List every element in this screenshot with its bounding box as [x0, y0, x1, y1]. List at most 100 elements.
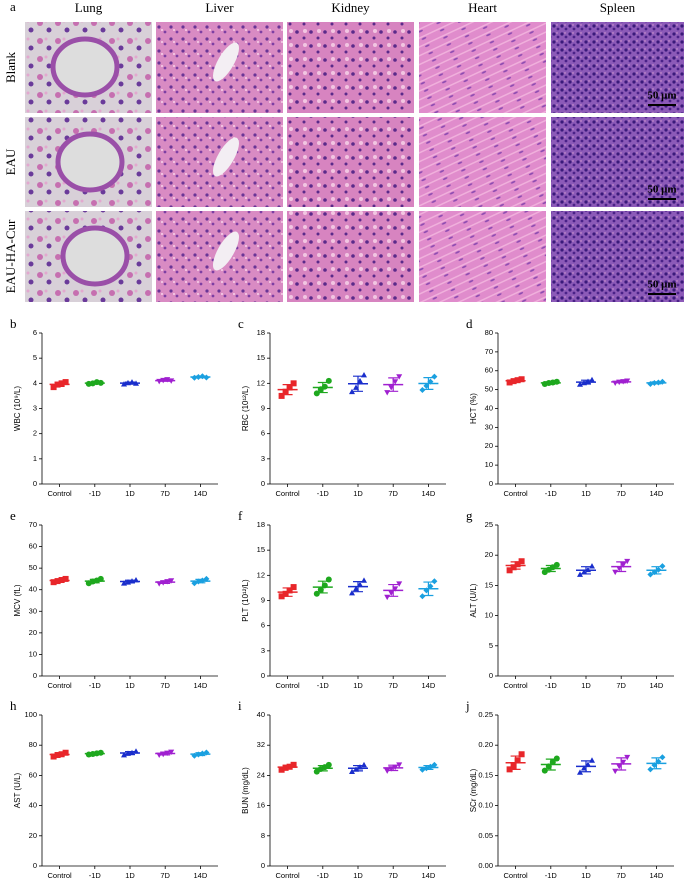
y-tick-label: 12: [257, 378, 265, 387]
data-point: [518, 751, 525, 758]
vessel-lumen: [213, 231, 239, 271]
panel-label: e: [10, 508, 16, 523]
error-bar: [54, 381, 65, 387]
chart: f PLT (10¹²/L) 0 3 6 9 12 15 18 Control -1D 1D 7D 14D: [238, 508, 446, 690]
error-bar: [160, 580, 171, 585]
error-bar: [282, 383, 293, 396]
y-axis-label: ALT (U/L): [469, 583, 478, 617]
error-bar: [423, 581, 434, 597]
error-bar: [545, 381, 556, 385]
y-tick-label: 0.15: [478, 770, 493, 779]
error-bar: [317, 580, 328, 594]
y-tick-label: 18: [257, 328, 265, 337]
y-tick-label: 5: [489, 641, 493, 650]
y-tick-label: 0.10: [478, 801, 493, 810]
data-point: [349, 388, 355, 395]
error-bar: [510, 755, 521, 770]
data-point: [278, 593, 285, 600]
panel-label: i: [238, 698, 242, 713]
y-tick-label: 3: [261, 646, 265, 655]
y-tick-label: 0.05: [478, 831, 493, 840]
y-tick-label: 6: [33, 328, 37, 337]
scale-bar-label: 50 μm: [647, 184, 676, 196]
chart: c RBC (10¹²/L) 0 3 6 9 12 15 18 Control -1D 1D 7D 14D: [238, 316, 446, 498]
y-tick-label: 0: [261, 671, 265, 680]
y-tick-label: 16: [257, 801, 265, 810]
y-tick-label: 0: [261, 479, 265, 488]
x-tick-label: -1D: [545, 489, 558, 498]
y-tick-label: 12: [257, 570, 265, 579]
tissue-image: [287, 22, 414, 113]
column-header: Spleen: [600, 0, 636, 15]
y-axis-label: PLT (10¹²/L): [241, 579, 250, 622]
error-bar: [388, 377, 399, 392]
data-point: [589, 757, 595, 763]
y-tick-label: 40: [29, 801, 37, 810]
error-bar: [195, 578, 206, 584]
column-header: Lung: [75, 0, 103, 15]
x-tick-label: Control: [276, 871, 301, 880]
y-tick-label: 50: [485, 385, 493, 394]
y-tick-label: 8: [261, 831, 265, 840]
error-bar: [510, 561, 521, 570]
error-bar: [581, 566, 591, 575]
vessel-lumen: [213, 137, 239, 177]
y-tick-label: 1: [33, 454, 37, 463]
error-bar: [510, 378, 521, 383]
x-tick-label: Control: [504, 681, 529, 690]
y-axis-label: AST (U/L): [13, 772, 22, 808]
tissue-image: [551, 117, 684, 207]
data-point: [50, 579, 57, 586]
x-tick-label: 7D: [388, 489, 398, 498]
tissue-image: [551, 22, 684, 113]
data-point: [325, 761, 332, 768]
data-point: [589, 376, 595, 383]
x-tick-label: 7D: [388, 681, 398, 690]
data-point: [514, 757, 521, 764]
y-tick-label: 10: [485, 460, 493, 469]
x-tick-label: 14D: [194, 489, 208, 498]
data-point: [290, 380, 297, 387]
y-tick-label: 10: [485, 611, 493, 620]
data-point: [121, 752, 127, 758]
x-tick-label: 7D: [160, 489, 170, 498]
y-tick-label: 60: [485, 366, 493, 375]
data-point: [589, 563, 595, 569]
error-bar: [160, 379, 171, 382]
y-tick-label: 70: [485, 347, 493, 356]
error-bar: [89, 381, 100, 385]
data-point: [647, 766, 654, 773]
x-tick-label: 14D: [650, 489, 664, 498]
data-point: [396, 581, 403, 587]
error-bar: [616, 561, 627, 573]
chart: e MCV (fL) 0 10 20 30 40 50 60 70 Control -1D 1D 7D 14…: [10, 508, 218, 690]
x-tick-label: Control: [276, 489, 301, 498]
x-tick-label: Control: [276, 681, 301, 690]
data-point: [278, 766, 285, 773]
panel-label: h: [10, 698, 17, 713]
x-tick-label: 1D: [581, 681, 591, 690]
data-point: [384, 768, 391, 774]
x-tick-label: -1D: [545, 681, 558, 690]
x-tick-label: 14D: [650, 871, 664, 880]
column-header: Liver: [205, 0, 234, 15]
error-bar: [54, 578, 65, 583]
y-tick-label: 5: [33, 353, 37, 362]
x-tick-label: -1D: [89, 489, 102, 498]
data-point: [290, 761, 297, 768]
x-tick-label: -1D: [317, 681, 330, 690]
data-point: [361, 761, 367, 768]
y-tick-label: 24: [257, 770, 265, 779]
data-point: [349, 768, 355, 775]
x-tick-label: 1D: [125, 871, 135, 880]
data-point: [431, 373, 438, 380]
x-tick-label: 1D: [353, 871, 363, 880]
data-point: [384, 594, 391, 601]
y-tick-label: 3: [33, 403, 37, 412]
data-point: [419, 387, 426, 394]
panel-label: b: [10, 316, 17, 331]
error-bar: [545, 564, 556, 573]
data-point: [133, 748, 139, 754]
error-bar: [353, 581, 363, 593]
data-point: [396, 762, 403, 768]
